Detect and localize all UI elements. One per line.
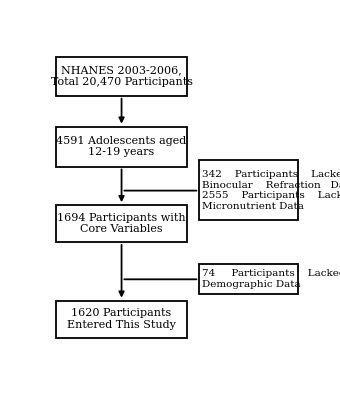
Text: 1694 Participants with
Core Variables: 1694 Participants with Core Variables <box>57 213 186 234</box>
FancyBboxPatch shape <box>199 264 298 294</box>
Text: 342    Participants    Lacked
Binocular    Refraction   Data,
2555    Participan: 342 Participants Lacked Binocular Refrac… <box>202 170 340 210</box>
FancyBboxPatch shape <box>199 160 298 220</box>
FancyBboxPatch shape <box>56 205 187 242</box>
FancyBboxPatch shape <box>56 300 187 338</box>
Text: 4591 Adolescents aged
12-19 years: 4591 Adolescents aged 12-19 years <box>56 136 187 157</box>
FancyBboxPatch shape <box>56 57 187 96</box>
Text: NHANES 2003-2006,
Total 20,470 Participants: NHANES 2003-2006, Total 20,470 Participa… <box>51 66 192 87</box>
Text: 74     Participants    Lacked
Demographic Data: 74 Participants Lacked Demographic Data <box>202 269 340 289</box>
FancyBboxPatch shape <box>56 126 187 166</box>
Text: 1620 Participants
Entered This Study: 1620 Participants Entered This Study <box>67 308 176 330</box>
